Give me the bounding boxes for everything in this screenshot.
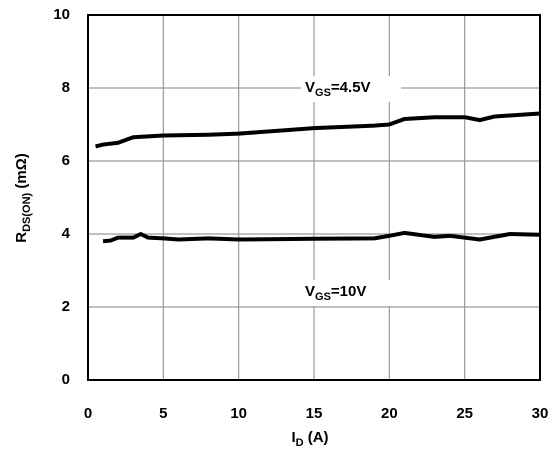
x-tick-label: 0 xyxy=(84,405,92,422)
y-axis-label-group: RDS(ON) (mΩ) xyxy=(13,153,33,242)
x-tick-label: 15 xyxy=(306,405,323,422)
y-axis-label-sub: DS(ON) xyxy=(21,192,33,231)
annotation-main: V xyxy=(305,79,315,96)
y-axis-label-rest: (mΩ) xyxy=(13,153,30,193)
y-axis-label-main: R xyxy=(13,232,30,243)
x-tick-label: 25 xyxy=(456,405,473,422)
annotation-bg xyxy=(301,280,393,306)
data-line xyxy=(102,230,541,244)
x-axis-label-rest: (A) xyxy=(304,429,329,446)
annotation-bg xyxy=(301,76,401,102)
x-tick-label: 30 xyxy=(532,405,549,422)
y-tick-label: 2 xyxy=(62,298,70,315)
x-tick-label: 10 xyxy=(230,405,247,422)
y-tick-label: 0 xyxy=(62,371,70,388)
annotation-main: V xyxy=(305,283,315,300)
x-axis-label-main: I xyxy=(291,429,295,446)
annotation-rest: =4.5V xyxy=(331,79,371,96)
annotation-sub: GS xyxy=(315,87,331,99)
y-tick-label: 6 xyxy=(62,152,70,169)
data-line xyxy=(95,111,541,149)
annotation: VGS=10V xyxy=(305,283,366,303)
y-tick-label: 8 xyxy=(62,79,70,96)
x-axis-label: ID (A) xyxy=(291,429,328,449)
x-tick-label: 20 xyxy=(381,405,398,422)
annotation: VGS=4.5V xyxy=(305,79,371,99)
y-tick-label: 10 xyxy=(53,6,70,23)
plot-frame xyxy=(87,14,541,381)
y-tick-label: 4 xyxy=(62,225,71,242)
y-axis-label: RDS(ON) (mΩ) xyxy=(13,153,33,242)
annotation-sub: GS xyxy=(315,291,331,303)
x-tick-label: 5 xyxy=(159,405,167,422)
annotation-rest: =10V xyxy=(331,283,366,300)
x-axis-label-sub: D xyxy=(296,437,304,449)
